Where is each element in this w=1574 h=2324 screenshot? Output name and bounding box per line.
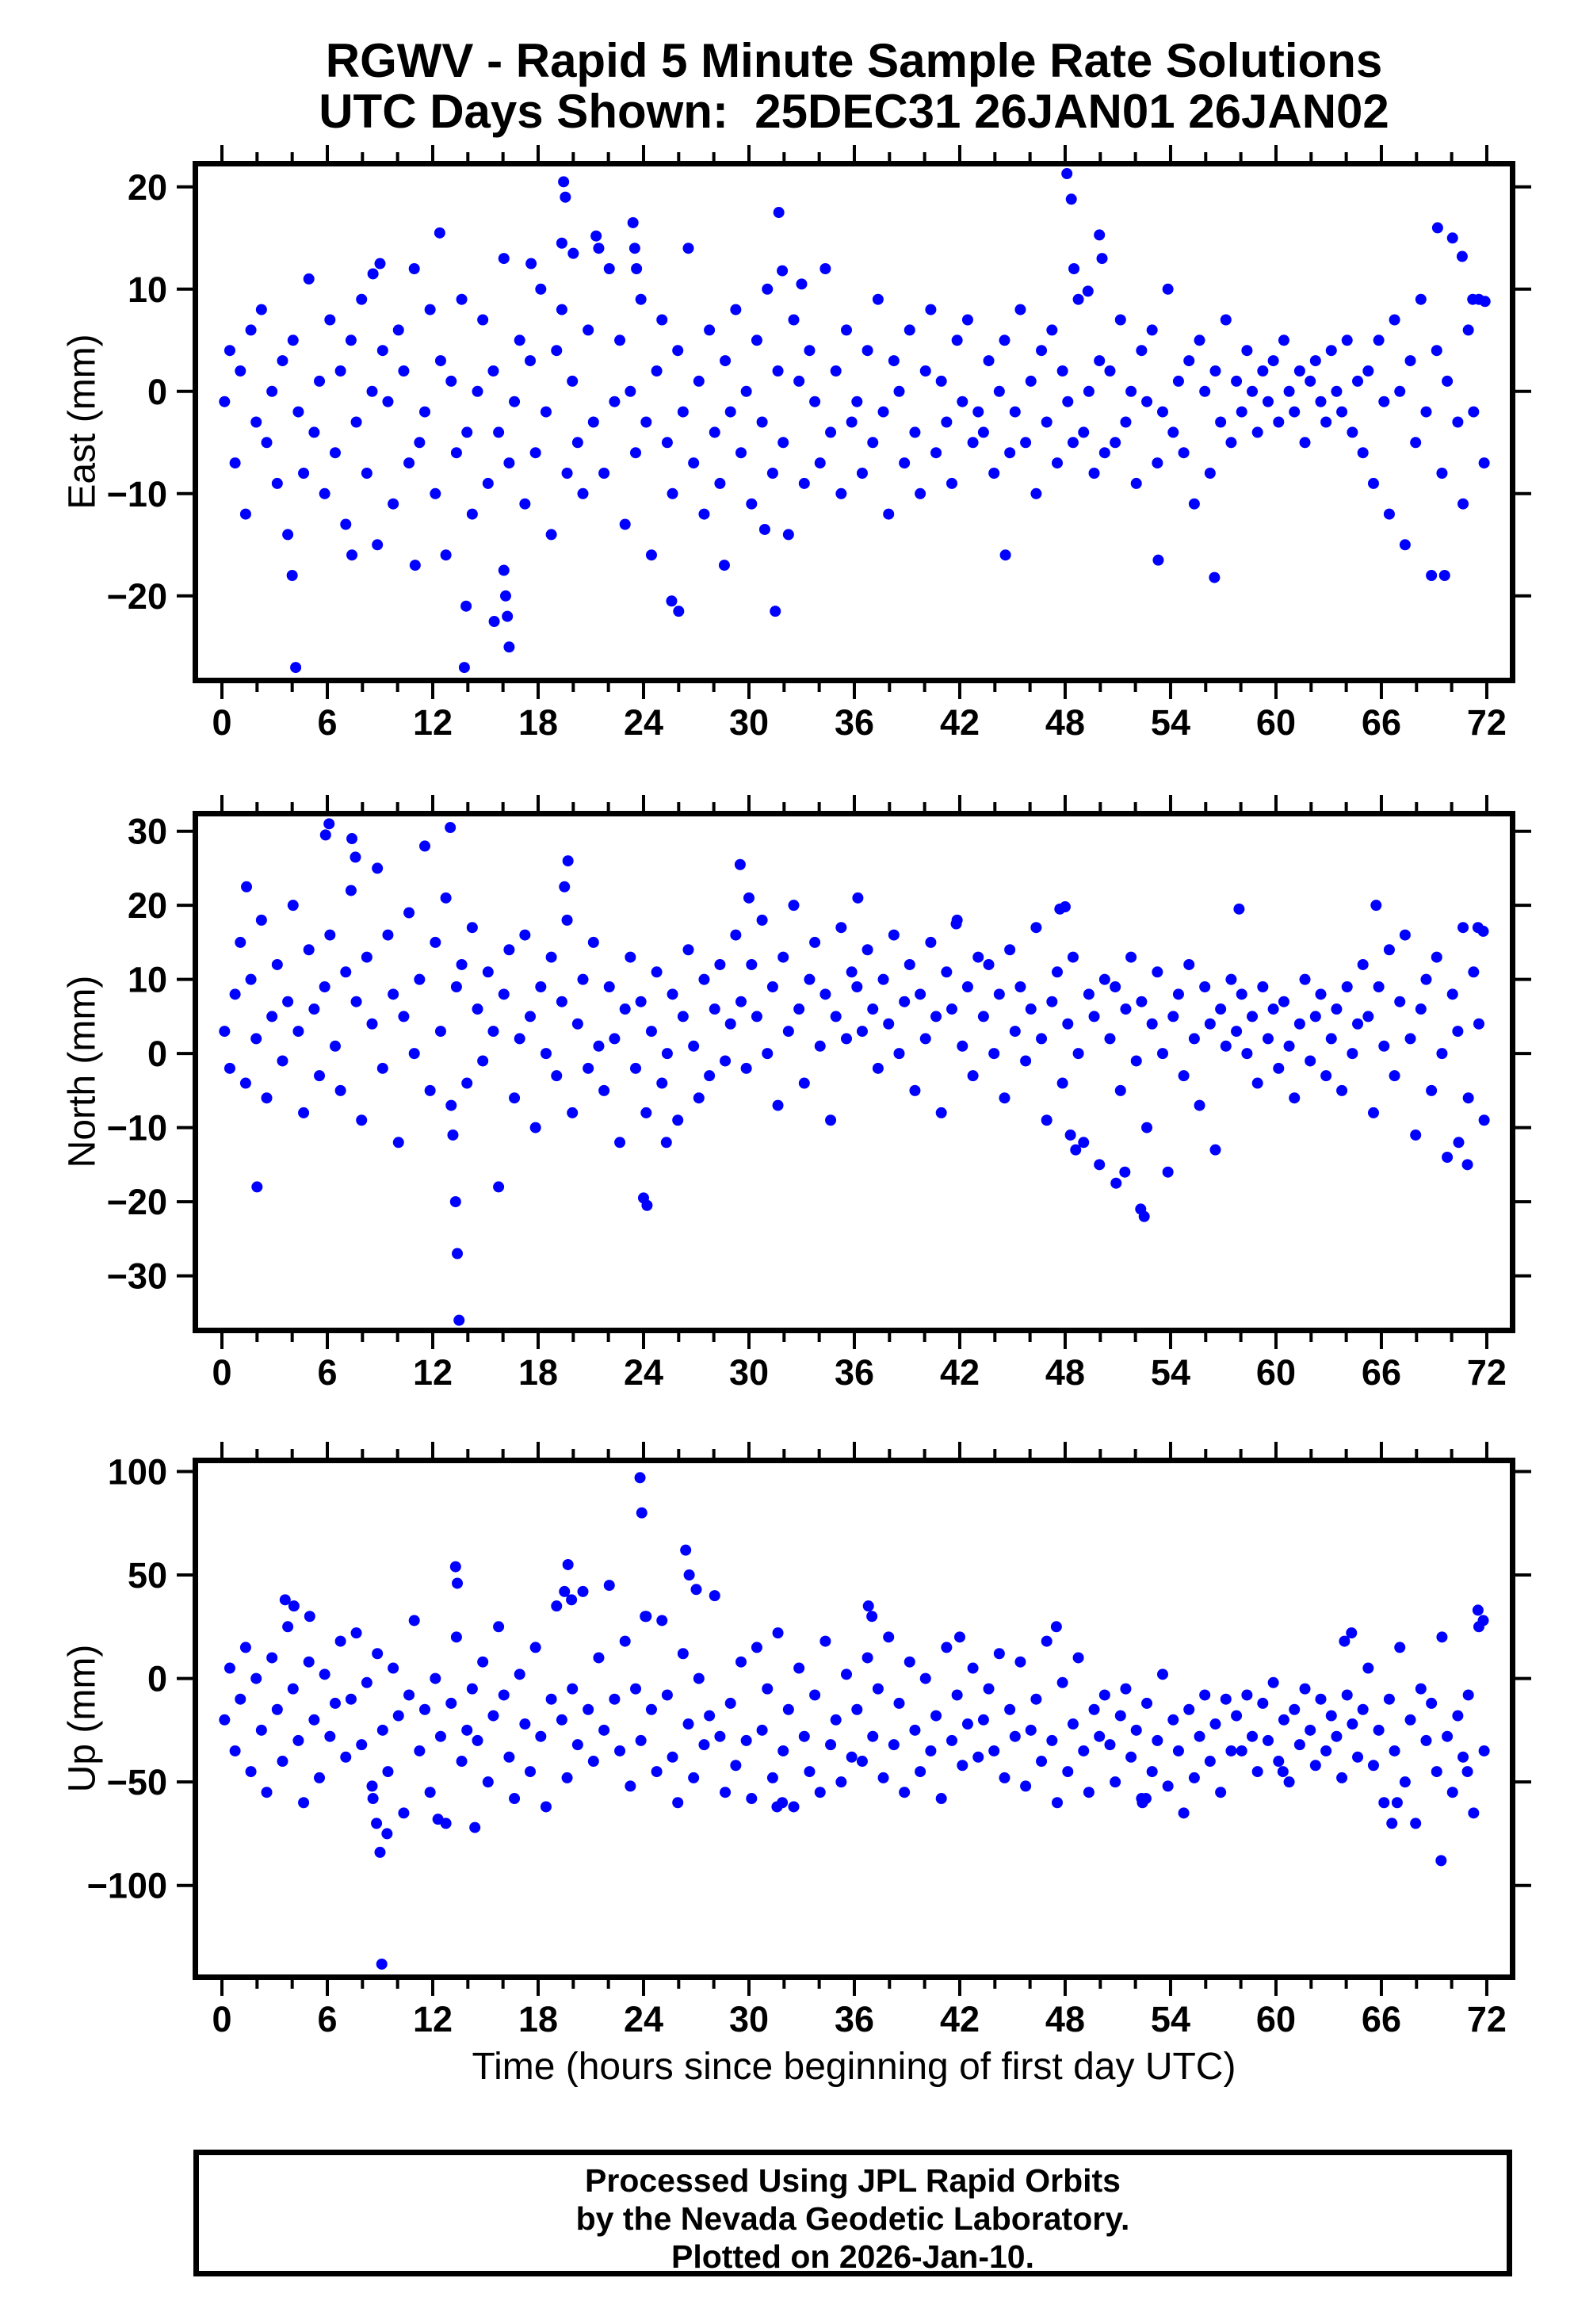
east-y-tick-label: 0 xyxy=(147,372,167,412)
up-x-ticks xyxy=(220,1442,1488,1996)
north-y-tick-label: 0 xyxy=(147,1034,167,1074)
north-x-tick-labels: 0 6 12 18 24 30 36 42 48 54 60 66 72 xyxy=(212,1352,1506,1393)
footer-line1: Processed Using JPL Rapid Orbits xyxy=(585,2162,1121,2199)
north-y-tick-labels: −30 −20 −10 0 10 20 30 xyxy=(107,812,167,1297)
north-x-tick-label: 30 xyxy=(729,1352,769,1393)
north-data-points xyxy=(219,818,1490,1326)
east-x-tick-label: 54 xyxy=(1151,702,1190,743)
north-y-tick-label: −10 xyxy=(107,1108,167,1149)
footer-line2: by the Nevada Geodetic Laboratory. xyxy=(575,2200,1130,2237)
east-x-ticks xyxy=(220,145,1488,699)
north-x-tick-label: 42 xyxy=(940,1352,980,1393)
east-y-tick-label: −10 xyxy=(107,474,167,514)
up-data-points xyxy=(219,1472,1490,1970)
up-plot-frame xyxy=(193,1458,1515,1980)
north-y-tick-label: 30 xyxy=(128,812,167,852)
north-x-tick-label: 60 xyxy=(1256,1352,1296,1393)
up-y-tick-label: 50 xyxy=(128,1555,167,1596)
east-panel: 0 6 12 18 24 30 36 42 48 54 60 66 72 −20 −10 0 10 20 xyxy=(107,145,1531,743)
up-x-tick-label: 54 xyxy=(1151,1999,1190,2039)
east-x-tick-label: 24 xyxy=(624,702,663,743)
north-panel: 0 6 12 18 24 30 36 42 48 54 60 66 72 −30 −20 −10 0 10 20 30 xyxy=(107,795,1531,1393)
chart-title-line2: UTC Days Shown: 25DEC31 26JAN01 26JAN02 xyxy=(319,85,1389,138)
chart-title-line1: RGWV - Rapid 5 Minute Sample Rate Soluti… xyxy=(325,34,1383,87)
up-x-tick-label: 6 xyxy=(317,1999,337,2039)
north-y-tick-label: 20 xyxy=(128,885,167,926)
east-x-tick-label: 60 xyxy=(1256,702,1296,743)
north-x-ticks xyxy=(220,795,1488,1349)
up-x-tick-label: 30 xyxy=(729,1999,769,2039)
footer-line3: Plotted on 2026-Jan-10. xyxy=(671,2238,1034,2275)
up-y-tick-label: −100 xyxy=(87,1866,167,1906)
east-x-tick-label: 18 xyxy=(518,702,558,743)
up-x-tick-label: 72 xyxy=(1467,1999,1507,2039)
east-x-tick-label: 6 xyxy=(317,702,337,743)
east-data-points xyxy=(219,168,1491,674)
north-x-tick-label: 0 xyxy=(212,1352,231,1393)
east-y-tick-labels: −20 −10 0 10 20 xyxy=(107,167,167,617)
east-y-ticks xyxy=(177,185,1531,598)
east-y-tick-label: −20 xyxy=(107,576,167,617)
east-x-tick-labels: 0 6 12 18 24 30 36 42 48 54 60 66 72 xyxy=(212,702,1506,743)
north-x-tick-label: 24 xyxy=(624,1352,663,1393)
east-x-tick-label: 48 xyxy=(1045,702,1085,743)
east-x-tick-label: 30 xyxy=(729,702,769,743)
north-x-tick-label: 54 xyxy=(1151,1352,1190,1393)
up-x-tick-label: 12 xyxy=(413,1999,453,2039)
up-x-tick-label: 36 xyxy=(835,1999,874,2039)
up-y-tick-label: 0 xyxy=(147,1659,167,1699)
footer-box: Processed Using JPL Rapid Orbits by the … xyxy=(193,2150,1512,2276)
up-x-tick-label: 24 xyxy=(624,1999,663,2039)
north-x-tick-label: 48 xyxy=(1045,1352,1085,1393)
north-x-tick-label: 18 xyxy=(518,1352,558,1393)
north-x-tick-label: 66 xyxy=(1362,1352,1401,1393)
north-x-tick-label: 72 xyxy=(1467,1352,1507,1393)
up-x-tick-label: 60 xyxy=(1256,1999,1296,2039)
north-x-tick-label: 36 xyxy=(835,1352,874,1393)
x-axis-label: Time (hours since beginning of first day… xyxy=(472,2046,1236,2088)
east-x-tick-label: 12 xyxy=(413,702,453,743)
up-x-tick-label: 42 xyxy=(940,1999,980,2039)
east-x-tick-label: 66 xyxy=(1362,702,1401,743)
east-y-tick-label: 20 xyxy=(128,167,167,208)
up-panel: 0 6 12 18 24 30 36 42 48 54 60 66 72 −100 −50 0 50 100 xyxy=(87,1442,1531,2039)
north-y-tick-label: −30 xyxy=(107,1256,167,1297)
up-x-tick-labels: 0 6 12 18 24 30 36 42 48 54 60 66 72 xyxy=(212,1999,1506,2039)
north-y-ticks xyxy=(177,829,1531,1278)
east-y-tick-label: 10 xyxy=(128,269,167,310)
east-x-tick-label: 72 xyxy=(1467,702,1507,743)
up-y-ticks xyxy=(177,1470,1531,1887)
up-y-tick-label: 100 xyxy=(108,1451,167,1492)
north-y-tick-label: 10 xyxy=(128,960,167,1000)
up-x-tick-label: 18 xyxy=(518,1999,558,2039)
up-y-tick-labels: −100 −50 0 50 100 xyxy=(87,1451,167,1905)
up-x-tick-label: 0 xyxy=(212,1999,231,2039)
north-x-tick-label: 6 xyxy=(317,1352,337,1393)
north-x-tick-label: 12 xyxy=(413,1352,453,1393)
east-x-tick-label: 42 xyxy=(940,702,980,743)
up-y-tick-label: −50 xyxy=(107,1762,167,1802)
east-x-tick-label: 0 xyxy=(212,702,231,743)
up-x-tick-label: 48 xyxy=(1045,1999,1085,2039)
north-plot-frame xyxy=(193,811,1515,1333)
east-x-tick-label: 36 xyxy=(835,702,874,743)
up-x-tick-label: 66 xyxy=(1362,1999,1401,2039)
north-y-tick-label: −20 xyxy=(107,1182,167,1222)
